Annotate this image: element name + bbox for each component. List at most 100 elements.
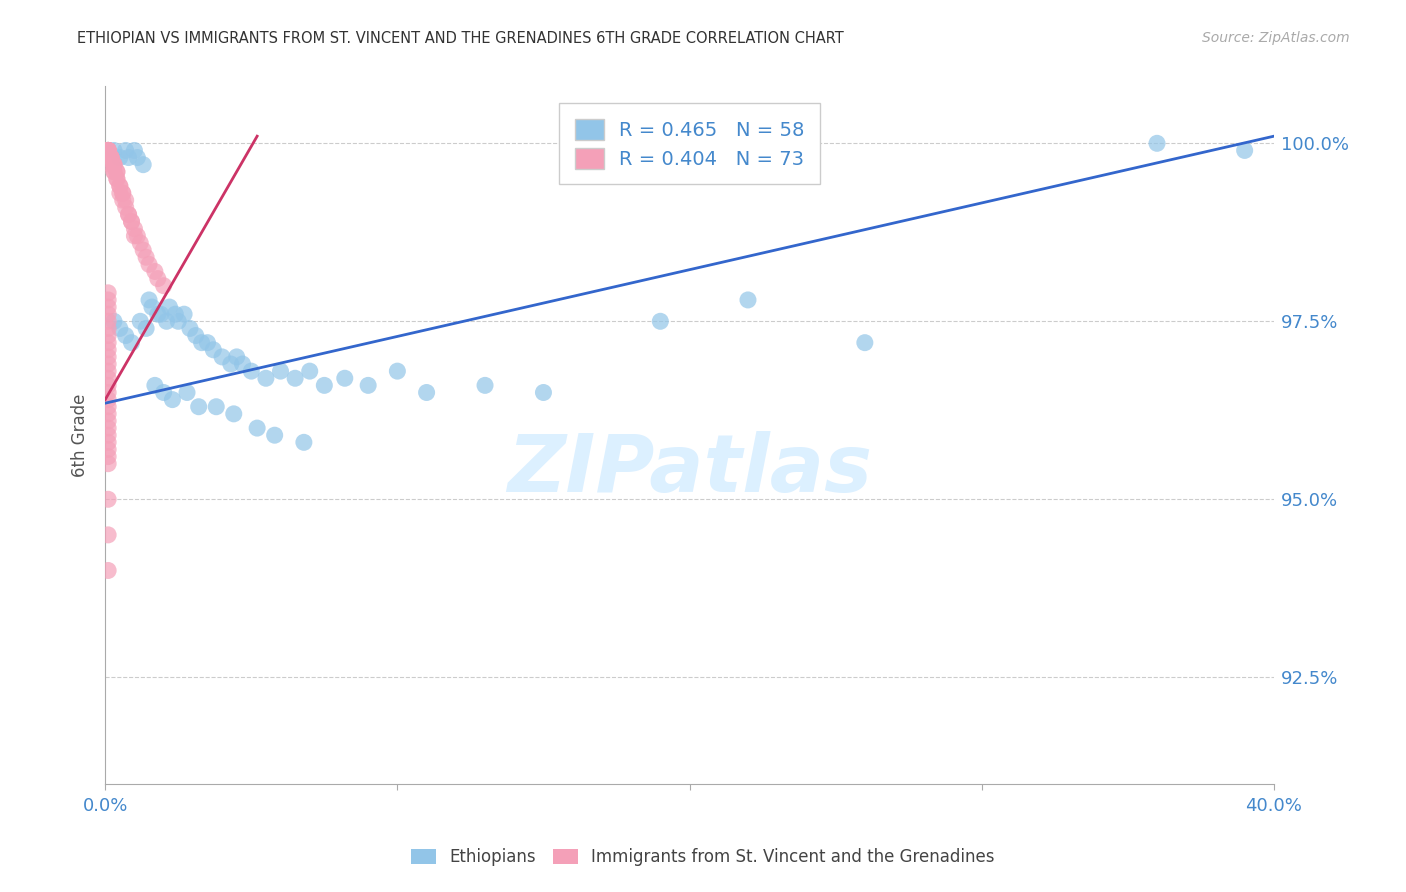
Point <box>108 321 131 335</box>
Point <box>103 165 125 179</box>
Point <box>197 335 219 350</box>
Point <box>97 492 120 507</box>
Point <box>97 457 120 471</box>
Point <box>240 364 263 378</box>
Point <box>179 321 201 335</box>
Point <box>97 144 120 158</box>
Point <box>222 407 245 421</box>
Point <box>146 307 169 321</box>
Point <box>219 357 242 371</box>
Point <box>737 293 759 307</box>
Point <box>114 144 136 158</box>
Point <box>97 144 120 158</box>
Point <box>100 151 122 165</box>
Point <box>97 144 120 158</box>
Point <box>100 151 122 165</box>
Text: ZIPatlas: ZIPatlas <box>508 431 872 509</box>
Point <box>97 564 120 578</box>
Point <box>121 335 143 350</box>
Point <box>108 186 131 201</box>
Point <box>97 421 120 435</box>
Point <box>114 194 136 208</box>
Point <box>97 335 120 350</box>
Point <box>117 151 139 165</box>
Point <box>97 300 120 314</box>
Point <box>111 186 134 201</box>
Point <box>97 428 120 442</box>
Point <box>97 350 120 364</box>
Point <box>97 144 120 158</box>
Point <box>100 151 122 165</box>
Point <box>97 450 120 464</box>
Point <box>97 328 120 343</box>
Point <box>184 328 207 343</box>
Point <box>97 392 120 407</box>
Point <box>159 300 181 314</box>
Point <box>105 165 128 179</box>
Point <box>263 428 285 442</box>
Point <box>141 300 163 314</box>
Point <box>97 293 120 307</box>
Point <box>533 385 555 400</box>
Point <box>146 271 169 285</box>
Point <box>124 221 146 235</box>
Point <box>1233 144 1256 158</box>
Point <box>97 144 120 158</box>
Point <box>97 285 120 300</box>
Point <box>114 328 136 343</box>
Point <box>111 186 134 201</box>
Point <box>103 144 125 158</box>
Text: ETHIOPIAN VS IMMIGRANTS FROM ST. VINCENT AND THE GRENADINES 6TH GRADE CORRELATIO: ETHIOPIAN VS IMMIGRANTS FROM ST. VINCENT… <box>77 31 844 46</box>
Point <box>114 200 136 214</box>
Point <box>152 385 174 400</box>
Point <box>173 307 195 321</box>
Point <box>97 357 120 371</box>
Point <box>333 371 356 385</box>
Point <box>211 350 233 364</box>
Point <box>103 158 125 172</box>
Point <box>105 165 128 179</box>
Legend: R = 0.465   N = 58, R = 0.404   N = 73: R = 0.465 N = 58, R = 0.404 N = 73 <box>560 103 820 185</box>
Point <box>138 257 160 271</box>
Point <box>100 151 122 165</box>
Point <box>162 392 184 407</box>
Point <box>1146 136 1168 151</box>
Y-axis label: 6th Grade: 6th Grade <box>72 393 89 477</box>
Point <box>108 179 131 194</box>
Point <box>97 321 120 335</box>
Point <box>650 314 672 328</box>
Point <box>190 335 212 350</box>
Point <box>97 378 120 392</box>
Point <box>231 357 253 371</box>
Point <box>187 400 209 414</box>
Point <box>853 335 876 350</box>
Point <box>132 243 155 257</box>
Point <box>152 278 174 293</box>
Point <box>121 214 143 228</box>
Point <box>357 378 380 392</box>
Point <box>103 158 125 172</box>
Point <box>97 528 120 542</box>
Point <box>117 207 139 221</box>
Point <box>103 165 125 179</box>
Point <box>129 235 152 250</box>
Point <box>127 151 149 165</box>
Point <box>298 364 321 378</box>
Point <box>127 228 149 243</box>
Point <box>111 194 134 208</box>
Point <box>202 343 225 357</box>
Point <box>97 414 120 428</box>
Point <box>254 371 277 385</box>
Point <box>97 385 120 400</box>
Point <box>103 158 125 172</box>
Point <box>97 144 120 158</box>
Point <box>103 314 125 328</box>
Point <box>97 407 120 421</box>
Point <box>100 158 122 172</box>
Point <box>143 378 166 392</box>
Point <box>135 250 157 264</box>
Point <box>167 314 190 328</box>
Point <box>132 158 155 172</box>
Legend: Ethiopians, Immigrants from St. Vincent and the Grenadines: Ethiopians, Immigrants from St. Vincent … <box>404 840 1002 875</box>
Point <box>415 385 437 400</box>
